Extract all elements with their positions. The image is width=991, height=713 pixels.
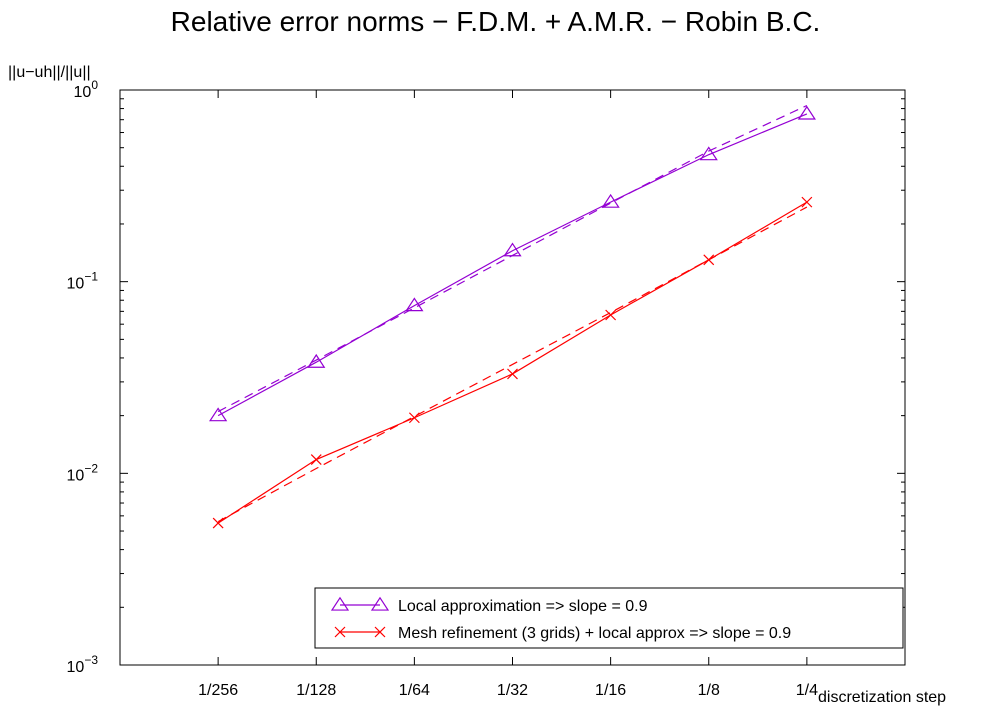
- x-tick-label: 1/64: [399, 682, 430, 699]
- legend-label: Mesh refinement (3 grids) + local approx…: [398, 625, 791, 642]
- x-tick-label: 1/8: [698, 682, 720, 699]
- series-2-point: [212, 517, 224, 529]
- legend-label: Local approximation => slope = 0.9: [398, 598, 648, 615]
- legend-box: [314, 587, 904, 649]
- y-tick-label: 10−3: [67, 653, 99, 676]
- series-1-line: [217, 113, 808, 417]
- legend-marker: [334, 626, 346, 638]
- series-1-point: [699, 146, 718, 161]
- y-tick-label: 10−1: [67, 270, 99, 293]
- series-1-point: [797, 105, 816, 120]
- x-axis-label: discretization step: [818, 689, 947, 706]
- x-tick-label: 1/16: [595, 682, 626, 699]
- plot-frame: [119, 89, 906, 666]
- series-1-fit-line: [217, 104, 808, 413]
- series-2-point: [801, 196, 813, 208]
- x-tick-label: 1/128: [296, 682, 336, 699]
- series-2-point: [507, 368, 518, 380]
- series-2-point: [408, 412, 420, 424]
- legend-marker: [370, 596, 390, 611]
- chart-title: Relative error norms − F.D.M. + A.M.R. −…: [170, 6, 821, 37]
- series-1-point: [601, 193, 620, 208]
- series-1-point: [209, 407, 228, 422]
- legend-marker: [330, 596, 350, 611]
- series-1-point: [307, 353, 326, 368]
- x-tick-label: 1/256: [198, 682, 238, 699]
- series-2-point: [605, 309, 617, 321]
- series-1-point: [503, 242, 522, 257]
- x-tick-label: 1/32: [497, 682, 528, 699]
- y-tick-label: 10−2: [67, 461, 99, 484]
- y-axis-label: ||u−uh||/||u||: [8, 64, 91, 81]
- legend-marker: [374, 626, 386, 638]
- y-tick-label: 100: [74, 78, 99, 101]
- series-2-point: [703, 254, 715, 266]
- x-tick-label: 1/4: [796, 682, 818, 699]
- series-2-point: [310, 454, 322, 465]
- series-1-point: [405, 297, 424, 312]
